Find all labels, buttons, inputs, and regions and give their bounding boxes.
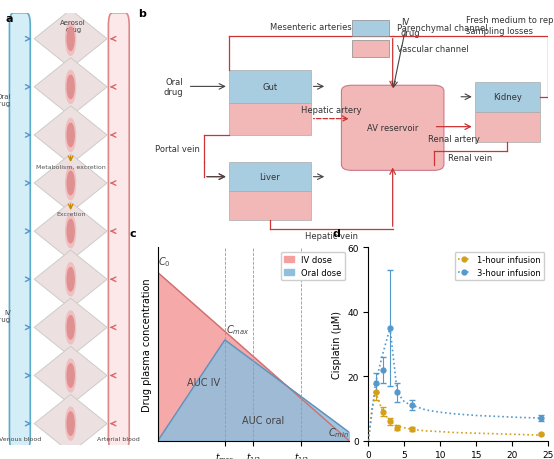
Text: Parenchymal channel: Parenchymal channel bbox=[397, 24, 488, 33]
Circle shape bbox=[66, 119, 75, 152]
Polygon shape bbox=[34, 395, 107, 453]
Text: Vascular channel: Vascular channel bbox=[397, 45, 469, 54]
Text: Mesenteric arteries: Mesenteric arteries bbox=[270, 23, 352, 32]
Text: Gut: Gut bbox=[262, 83, 277, 92]
Text: IV
drug: IV drug bbox=[0, 309, 11, 322]
Y-axis label: Cisplatin (μM): Cisplatin (μM) bbox=[332, 310, 342, 378]
FancyBboxPatch shape bbox=[341, 86, 444, 171]
Circle shape bbox=[67, 268, 74, 291]
Text: d: d bbox=[332, 228, 340, 238]
Circle shape bbox=[66, 23, 75, 56]
Circle shape bbox=[67, 316, 74, 339]
Text: Excretion: Excretion bbox=[56, 212, 85, 217]
Circle shape bbox=[67, 124, 74, 147]
Text: Arterial blood: Arterial blood bbox=[98, 436, 140, 441]
Text: Fresh medium to replace
sampling losses: Fresh medium to replace sampling losses bbox=[466, 16, 554, 36]
Circle shape bbox=[67, 412, 74, 435]
Text: a: a bbox=[6, 14, 13, 24]
Bar bbox=[229, 71, 311, 103]
Circle shape bbox=[67, 364, 74, 387]
Circle shape bbox=[67, 220, 74, 243]
Bar bbox=[475, 83, 540, 112]
Bar bbox=[475, 112, 540, 142]
Text: IV
drug: IV drug bbox=[401, 18, 420, 38]
Legend: 1-hour infusion, 3-hour infusion: 1-hour infusion, 3-hour infusion bbox=[455, 252, 544, 281]
Polygon shape bbox=[34, 298, 107, 357]
Polygon shape bbox=[34, 106, 107, 165]
Text: $C_{max}$: $C_{max}$ bbox=[225, 323, 249, 337]
Text: Renal vein: Renal vein bbox=[448, 154, 493, 163]
Y-axis label: Drug plasma concentration: Drug plasma concentration bbox=[142, 278, 152, 411]
Circle shape bbox=[66, 359, 75, 392]
Text: Hepatic artery: Hepatic artery bbox=[301, 106, 362, 115]
Text: Liver: Liver bbox=[259, 173, 280, 182]
Text: AUC oral: AUC oral bbox=[242, 415, 284, 425]
Text: Kidney: Kidney bbox=[493, 93, 522, 102]
Text: Portal vein: Portal vein bbox=[155, 145, 200, 154]
Text: Aerosol
drug: Aerosol drug bbox=[60, 20, 86, 33]
Legend: IV dose, Oral dose: IV dose, Oral dose bbox=[281, 252, 345, 281]
Text: c: c bbox=[129, 228, 136, 238]
Circle shape bbox=[67, 172, 74, 196]
Bar bbox=[229, 103, 311, 135]
Bar bbox=[352, 21, 388, 37]
Circle shape bbox=[66, 263, 75, 296]
Polygon shape bbox=[34, 202, 107, 261]
Circle shape bbox=[66, 215, 75, 248]
FancyBboxPatch shape bbox=[109, 14, 129, 449]
Text: Hepatic vein: Hepatic vein bbox=[305, 232, 358, 241]
Polygon shape bbox=[34, 155, 107, 213]
Text: Oral
drug: Oral drug bbox=[0, 94, 11, 106]
Polygon shape bbox=[34, 347, 107, 405]
Text: AUC IV: AUC IV bbox=[187, 377, 220, 387]
Text: Renal artery: Renal artery bbox=[428, 134, 480, 143]
Circle shape bbox=[67, 76, 74, 99]
Text: Venous blood: Venous blood bbox=[0, 436, 41, 441]
Circle shape bbox=[66, 167, 75, 200]
Text: Oral
drug: Oral drug bbox=[164, 78, 183, 97]
Circle shape bbox=[66, 71, 75, 104]
Circle shape bbox=[66, 311, 75, 344]
Polygon shape bbox=[34, 11, 107, 69]
Polygon shape bbox=[34, 59, 107, 117]
Text: $C_{min}$: $C_{min}$ bbox=[328, 425, 349, 439]
FancyBboxPatch shape bbox=[9, 14, 30, 449]
Circle shape bbox=[67, 28, 74, 51]
Bar bbox=[229, 192, 311, 220]
Polygon shape bbox=[34, 251, 107, 309]
Bar bbox=[352, 41, 388, 57]
Text: Metabolism, excretion: Metabolism, excretion bbox=[36, 164, 105, 169]
Text: AV reservoir: AV reservoir bbox=[367, 124, 418, 133]
Text: b: b bbox=[138, 9, 146, 19]
Bar bbox=[229, 163, 311, 192]
Circle shape bbox=[66, 407, 75, 440]
Text: $C_0$: $C_0$ bbox=[158, 254, 171, 268]
